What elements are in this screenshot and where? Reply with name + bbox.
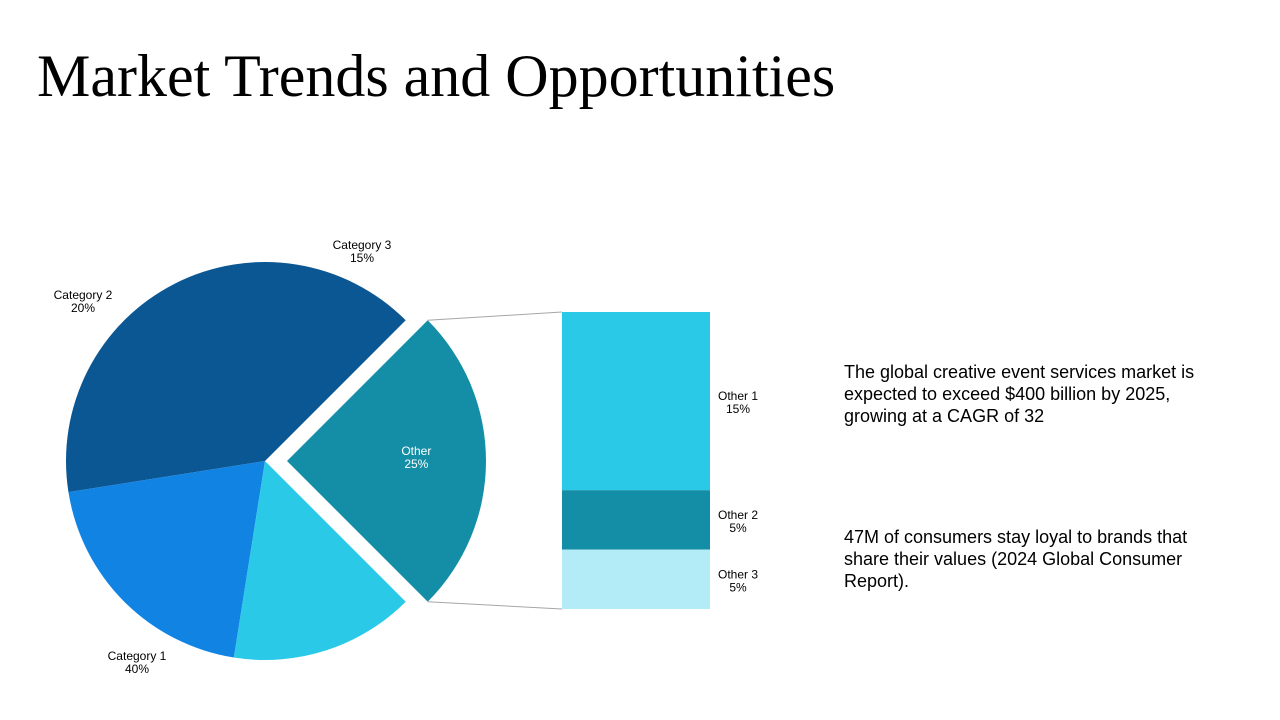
pie-label-category-3: Category 3 15% bbox=[333, 238, 392, 265]
bar-label-other-3: Other 3 5% bbox=[718, 567, 758, 594]
pie-slice-other bbox=[287, 320, 486, 602]
bar-label-other-1: Other 1 15% bbox=[718, 389, 758, 416]
consumer-loyalty-note: 47M of consumers stay loyal to brands th… bbox=[844, 527, 1188, 591]
slide-title: Market Trends and Opportunities bbox=[37, 43, 836, 109]
bar-segment-other-2 bbox=[562, 490, 710, 550]
market-size-note: The global creative event services marke… bbox=[844, 362, 1195, 426]
pie-slice-category-1 bbox=[66, 261, 406, 493]
pie-label-other: Other 25% bbox=[401, 444, 431, 471]
pie-slice-category-3 bbox=[233, 461, 406, 661]
connector-line-bottom bbox=[427, 601, 563, 610]
pie-label-category-1: Category 1 40% bbox=[108, 649, 167, 676]
connector-line-top bbox=[427, 311, 563, 321]
bar-label-other-2: Other 2 5% bbox=[718, 508, 758, 535]
bar-segment-other-1 bbox=[562, 312, 710, 491]
bar-segment-other-3 bbox=[562, 549, 710, 609]
pie-label-category-2: Category 2 20% bbox=[54, 288, 113, 315]
pie-slice-category-2 bbox=[68, 461, 266, 658]
